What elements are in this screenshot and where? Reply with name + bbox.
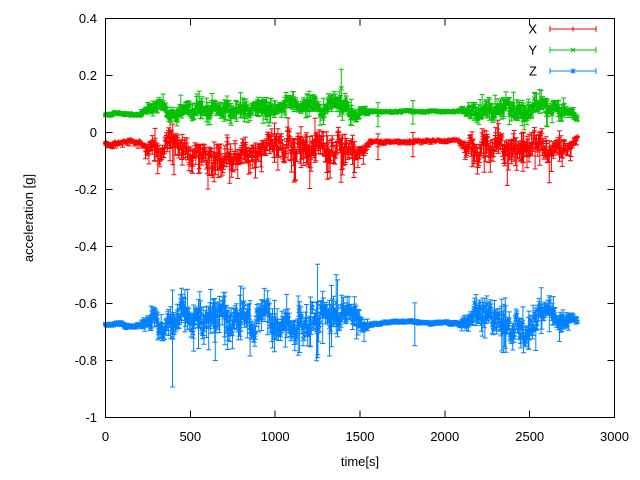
x-tick-label: 0: [102, 429, 109, 444]
y-tick-label: -0.8: [75, 353, 97, 368]
y-tick-label: -1: [85, 410, 97, 425]
y-tick-label: 0.4: [79, 11, 97, 26]
legend-entry-y: Y: [528, 43, 597, 58]
y-tick-label: 0: [90, 125, 97, 140]
legend-label-z: Z: [529, 64, 537, 79]
y-tick-label: -0.2: [75, 182, 97, 197]
x-axis-tick-labels: 0 500 1000 1500 2000 2500 3000: [102, 429, 629, 444]
legend-sample-y: [549, 47, 597, 53]
y-tick-label: -0.6: [75, 296, 97, 311]
x-axis-ticks: [105, 18, 615, 418]
x-tick-label: 2000: [430, 429, 459, 444]
legend: XYZ: [528, 22, 597, 79]
x-tick-label: 2500: [515, 429, 544, 444]
y-axis-label: acceleration [g]: [21, 174, 36, 262]
legend-entry-z: Z: [529, 64, 597, 79]
x-axis-label: time[s]: [341, 454, 379, 469]
x-tick-label: 500: [179, 429, 201, 444]
x-tick-label: 3000: [600, 429, 629, 444]
legend-sample-x: [549, 26, 597, 32]
legend-label-x: X: [528, 22, 537, 37]
legend-sample-line: [549, 26, 597, 32]
y-axis-tick-labels: 0.4 0.2 0 -0.2 -0.4 -0.6 -0.8 -1: [75, 11, 97, 425]
x-tick-label: 1500: [346, 429, 375, 444]
series-y: [102, 68, 580, 131]
legend-entry-x: X: [528, 22, 597, 37]
x-tick-label: 1000: [261, 429, 290, 444]
legend-sample-z: [549, 68, 597, 74]
legend-sample-line: [549, 47, 597, 53]
y-tick-label: -0.4: [75, 239, 97, 254]
y-axis-ticks: [105, 18, 615, 418]
y-tick-label: 0.2: [79, 68, 97, 83]
legend-label-y: Y: [528, 43, 537, 58]
legend-sample-line: [549, 68, 597, 74]
